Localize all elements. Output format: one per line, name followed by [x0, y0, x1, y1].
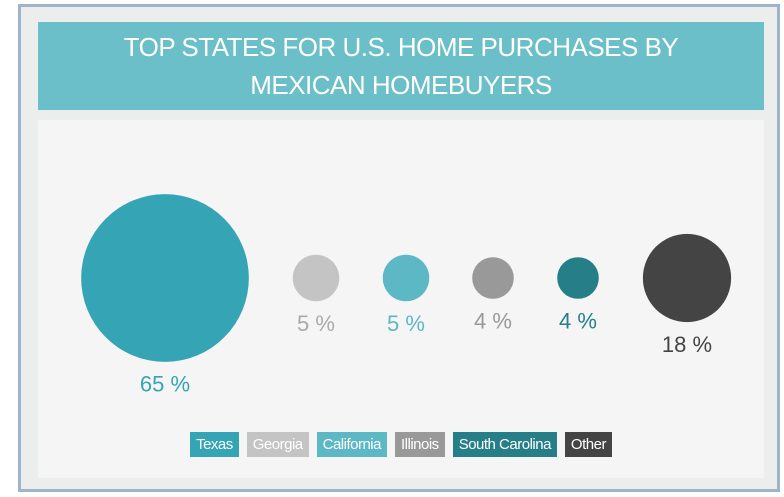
- legend-item: Other: [564, 432, 612, 457]
- legend: Texas Georgia California Illinois South Caro…: [38, 432, 764, 457]
- value-label: 5 %: [297, 311, 335, 336]
- value-label: 4 %: [474, 309, 512, 334]
- legend-item: Georgia: [246, 432, 309, 457]
- chart-title: TOP STATES FOR U.S. HOME PURCHASES BY ME…: [38, 22, 764, 110]
- bubble: [557, 257, 599, 299]
- bubble: [292, 254, 340, 302]
- legend-item: Illinois: [395, 432, 445, 457]
- bubble: [382, 254, 430, 302]
- value-label: 65 %: [140, 372, 190, 397]
- bubble: [472, 257, 514, 299]
- value-label: 4 %: [559, 309, 597, 334]
- legend-item: California: [316, 432, 387, 457]
- bubble: [81, 194, 249, 362]
- bubble: [642, 233, 732, 323]
- legend-item: Texas: [190, 432, 239, 457]
- value-label: 5 %: [387, 311, 425, 336]
- legend-item: South Carolina: [452, 432, 557, 457]
- value-label: 18 %: [662, 332, 712, 357]
